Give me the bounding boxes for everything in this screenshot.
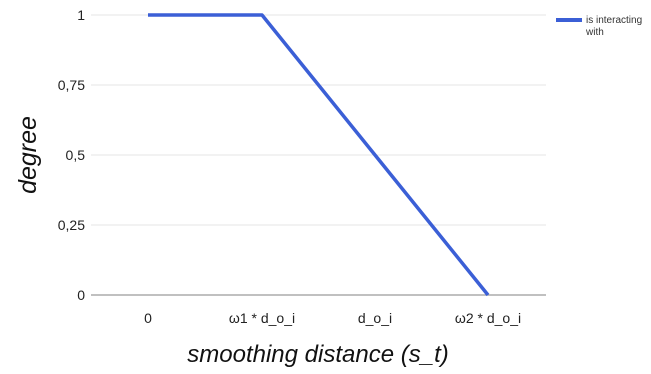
y-tick-label: 0 <box>77 287 85 303</box>
x-tick-label: 0 <box>144 310 152 326</box>
series-lines <box>148 13 490 297</box>
y-tick-label: 1 <box>77 7 85 23</box>
x-tick-label: d_o_i <box>358 310 392 326</box>
y-tick-label: 0,5 <box>66 147 86 163</box>
y-tick-labels: 0 0,25 0,5 0,75 1 <box>58 7 85 303</box>
series-line <box>148 13 490 297</box>
x-axis-title: smoothing distance (s_t) <box>187 341 448 368</box>
grid-lines <box>91 14 546 296</box>
y-tick-label: 0,75 <box>58 77 85 93</box>
y-axis-title: degree <box>14 116 42 194</box>
y-tick-label: 0,25 <box>58 217 85 233</box>
legend-label: is interacting with <box>585 15 642 38</box>
x-tick-label: ω2 * d_o_i <box>455 310 521 326</box>
legend: is interacting with <box>556 15 642 38</box>
x-tick-labels: 0 ω1 * d_o_i d_o_i ω2 * d_o_i <box>144 310 521 326</box>
x-tick-label: ω1 * d_o_i <box>229 310 295 326</box>
